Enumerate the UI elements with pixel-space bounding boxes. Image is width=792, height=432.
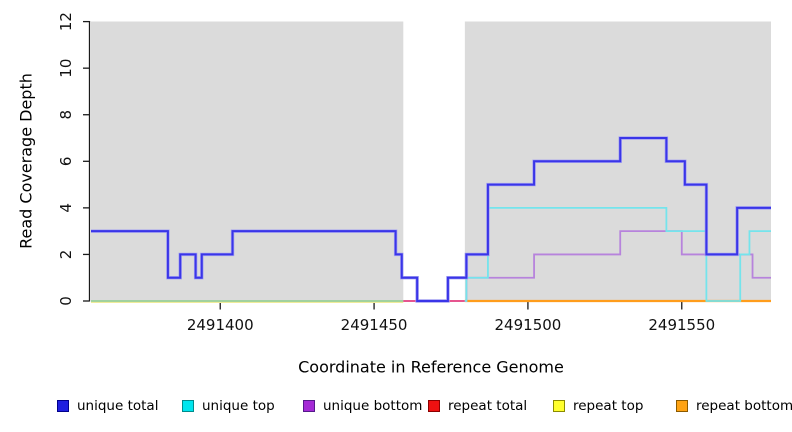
y-tick-label: 0 [57, 296, 75, 306]
series-line-unique-total [91, 137, 771, 302]
y-tick-label: 2 [57, 250, 75, 260]
legend-label-unique-bottom: unique bottom [323, 398, 423, 414]
legend-swatch-unique-top [182, 400, 194, 412]
legend-label-repeat-total: repeat total [448, 398, 528, 414]
coverage-plot: 0 2 4 6 8 10 12 2491400 2491450 2491500 2491550 [57, 12, 771, 334]
legend-swatch-repeat-bottom [676, 400, 688, 412]
x-axis-title: Coordinate in Reference Genome [298, 357, 564, 377]
y-tick-label: 10 [57, 59, 75, 78]
y-tick-label: 6 [57, 157, 75, 167]
legend-label-repeat-bottom: repeat bottom [696, 398, 792, 414]
y-tick-label: 12 [57, 12, 75, 31]
legend-label-unique-total: unique total [77, 398, 159, 414]
legend-label-unique-top: unique top [202, 398, 275, 414]
x-tick-label: 2491500 [495, 316, 562, 334]
y-axis-title: Read Coverage Depth [16, 73, 36, 249]
legend-swatch-repeat-top [553, 400, 565, 412]
legend-swatch-repeat-total [428, 400, 440, 412]
legend-item-repeat-top: repeat top [553, 398, 643, 414]
legend-label-repeat-top: repeat top [573, 398, 644, 414]
legend-item-repeat-bottom: repeat bottom [676, 398, 792, 414]
legend-item-repeat-total: repeat total [428, 398, 527, 414]
mappable-region-band [91, 21, 404, 302]
legend-swatch-unique-total [57, 400, 69, 412]
x-tick-label: 2491400 [187, 316, 254, 334]
y-tick-label: 4 [57, 203, 75, 213]
y-tick-label: 8 [57, 110, 75, 120]
x-tick-label: 2491450 [341, 316, 408, 334]
legend-item-unique-top: unique top [182, 398, 275, 414]
x-tick-label: 2491550 [648, 316, 715, 334]
legend-item-unique-total: unique total [57, 398, 158, 414]
legend-item-unique-bottom: unique bottom [303, 398, 422, 414]
legend-swatch-unique-bottom [303, 400, 315, 412]
series-line-unique-top [464, 206, 771, 302]
